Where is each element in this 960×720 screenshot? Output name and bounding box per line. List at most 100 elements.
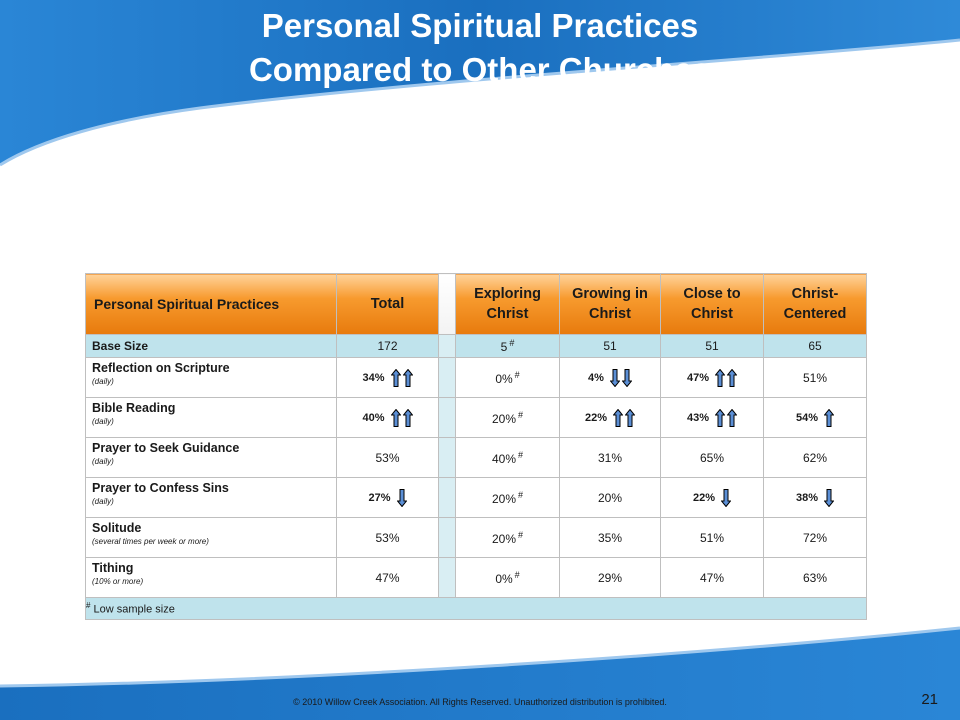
up-arrow-icon [824,408,835,427]
down-arrow-icon [824,488,835,507]
footnote-row: # Low sample size [85,597,867,620]
col-gap [438,517,456,558]
total-value: 47% [375,570,400,585]
close-value: 51% [699,530,725,545]
col-header-centered: Christ-Centered [763,273,867,335]
practice-frequency: (10% or more) [92,577,144,586]
exploring-cell: 20% # [455,517,560,558]
practice-name: Prayer to Confess Sins [92,481,229,495]
practice-name-cell: Prayer to Confess Sins (daily) [85,477,337,518]
centered-cell: 63% [763,557,867,598]
footer-band [0,626,960,720]
up-arrow-icon [613,408,624,427]
centered-value: 38% [795,491,819,504]
col-header-exploring: Exploring Christ [455,273,560,335]
total-cell: 53% [336,437,439,478]
practice-frequency: (several times per week or more) [92,537,209,546]
centered-value: 54% [795,411,819,424]
title-line-2: Compared to Other Churches [248,51,712,88]
total-cell: 53% [336,517,439,558]
hash-mark: # [518,489,524,500]
growing-cell: 4% [559,357,661,398]
close-cell: 22% [660,477,764,518]
col-header-total: Total [336,273,439,335]
practice-frequency: (daily) [92,497,114,506]
page-title: Personal Spiritual Practices Compared to… [0,4,960,92]
practice-frequency: (daily) [92,377,114,386]
exploring-value: 20% [491,411,516,426]
exploring-cell: 0% # [455,557,560,598]
hash-mark: # [514,569,520,580]
centered-value: 72% [802,530,828,545]
table-row: Prayer to Confess Sins (daily) 27% 20% # 2… [85,477,867,518]
col-header-growing: Growing in Christ [559,273,661,335]
table-row: Solitude (several times per week or more)… [85,517,867,558]
base-size-label: Base Size [85,334,337,358]
base-size-row: Base Size 172 5 # 51 51 65 [85,334,867,358]
growing-cell: 20% [559,477,661,518]
hash-mark: # [518,449,524,460]
practice-frequency: (daily) [92,457,114,466]
practice-name: Solitude [92,521,142,535]
col-header-close: Close to Christ [660,273,764,335]
table-row: Bible Reading (daily) 40% 20% # 22% 43% 54… [85,397,867,438]
base-exploring-value: 5 [500,340,508,354]
table-row: Prayer to Seek Guidance (daily) 53% 40% # … [85,437,867,478]
total-cell: 47% [336,557,439,598]
page-number: 21 [921,691,938,708]
practice-name-cell: Bible Reading (daily) [85,397,337,438]
footnote-text: Low sample size [93,603,175,616]
growing-cell: 35% [559,517,661,558]
down-arrow-icon [621,368,632,387]
down-arrow-icon [609,368,620,387]
total-cell: 34% [336,357,439,398]
growing-cell: 29% [559,557,661,598]
close-cell: 47% [660,557,764,598]
up-arrow-icon [715,408,726,427]
centered-cell: 54% [763,397,867,438]
centered-cell: 51% [763,357,867,398]
base-growing: 51 [559,334,661,358]
centered-value: 62% [802,450,828,465]
practice-name: Bible Reading [92,401,176,415]
close-value: 47% [699,570,725,585]
practice-name-cell: Solitude (several times per week or more) [85,517,337,558]
col-header-practices: Personal Spiritual Practices [85,273,337,335]
col-gap [438,273,456,335]
close-cell: 51% [660,517,764,558]
practice-name-cell: Tithing (10% or more) [85,557,337,598]
centered-value: 51% [802,370,828,385]
close-cell: 65% [660,437,764,478]
practice-name: Prayer to Seek Guidance [92,441,240,455]
total-cell: 27% [336,477,439,518]
close-value: 22% [692,491,716,504]
table-row: Reflection on Scripture (daily) 34% 0% # 4… [85,357,867,398]
growing-value: 31% [597,450,623,465]
up-arrow-icon [390,368,401,387]
growing-value: 22% [584,411,608,424]
col-gap [438,437,456,478]
centered-cell: 62% [763,437,867,478]
header-row: Personal Spiritual Practices Total Explo… [85,273,867,335]
exploring-cell: 20% # [455,397,560,438]
up-arrow-icon [727,408,738,427]
hash-mark: # [518,529,524,540]
centered-cell: 38% [763,477,867,518]
total-value: 40% [362,411,385,424]
exploring-value: 0% [495,371,513,386]
footnote-cell: # Low sample size [85,597,867,620]
close-value: 65% [699,450,725,465]
header-band [0,0,960,167]
base-exploring: 5 # [455,334,560,358]
total-value: 27% [368,491,391,504]
up-arrow-icon [715,368,726,387]
up-arrow-icon [625,408,636,427]
centered-value: 63% [802,570,828,585]
base-centered: 65 [763,334,867,358]
table-row: Tithing (10% or more) 47% 0% # 29% 47% 63% [85,557,867,598]
growing-value: 20% [597,490,623,505]
growing-cell: 22% [559,397,661,438]
centered-cell: 72% [763,517,867,558]
exploring-cell: 20% # [455,477,560,518]
col-gap [438,557,456,598]
